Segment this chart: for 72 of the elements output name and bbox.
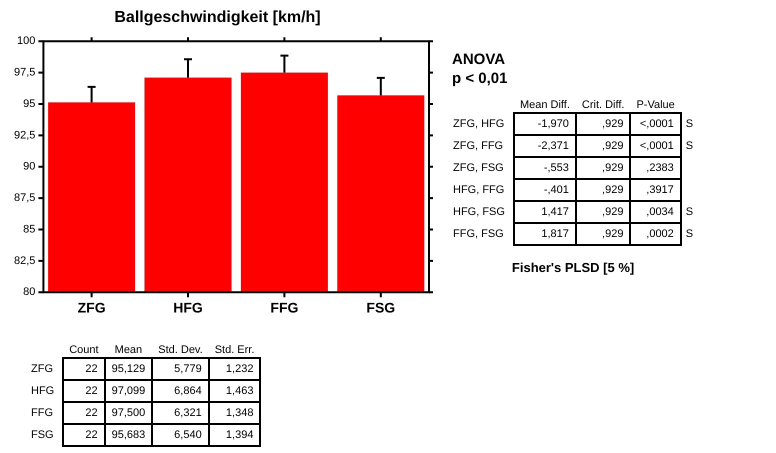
text: S <box>686 228 694 240</box>
text: 6,540 <box>174 429 202 441</box>
x-tick-label: Std. Dev. <box>157 343 204 358</box>
text: 6,864 <box>174 385 202 397</box>
y-tick-label: ZFG, FFG <box>452 139 504 154</box>
x-tick-label: P-Value <box>635 98 676 113</box>
x-tick-label: FSG <box>366 299 396 316</box>
text: 1,232 <box>226 363 254 375</box>
text: ,2383 <box>646 162 674 174</box>
text: 22 <box>85 385 98 397</box>
x-tick-label: Mean <box>114 343 144 358</box>
text: ,929 <box>602 184 624 196</box>
text: 1,417 <box>541 206 569 218</box>
text: 1,394 <box>226 429 254 441</box>
text: ,929 <box>602 206 624 218</box>
text: ,929 <box>602 140 624 152</box>
text: S <box>686 118 694 130</box>
text: -2,371 <box>538 140 569 152</box>
text: 6,321 <box>174 407 202 419</box>
y-tick-label: 87,5 <box>14 192 36 204</box>
x-tick-label: Std. Err. <box>214 343 256 358</box>
y-tick-label: 85 <box>23 223 36 236</box>
text: ,0034 <box>646 206 674 218</box>
y-tick-label: HFG, FFG <box>452 183 506 198</box>
y-tick-label: ZFG, HFG <box>452 117 506 132</box>
text: 22 <box>85 429 98 441</box>
text: ,929 <box>602 228 624 240</box>
text: <,0001 <box>640 140 674 152</box>
text: -,553 <box>544 162 569 174</box>
text: 97,500 <box>112 407 146 419</box>
text: 95,683 <box>112 429 146 441</box>
y-tick-label: ZFG <box>30 362 54 377</box>
text: 97,099 <box>112 385 146 397</box>
y-tick-label: 82,5 <box>14 254 36 267</box>
text: S <box>686 140 694 152</box>
text: 22 <box>85 407 98 419</box>
text: ,0002 <box>646 228 674 240</box>
chart-title: ANOVA <box>452 50 506 69</box>
y-tick-label: 97,5 <box>14 66 36 79</box>
text: 5,779 <box>174 363 202 375</box>
text: 1,348 <box>226 407 254 419</box>
y-tick-label: 90 <box>23 160 36 173</box>
y-tick-label: 92,5 <box>14 129 36 142</box>
x-tick-label: ZFG <box>78 299 106 316</box>
text: 1,817 <box>541 228 569 240</box>
text: -1,970 <box>538 118 569 130</box>
x-tick-label: Crit. Diff. <box>580 98 626 113</box>
x-tick-label: FFG <box>270 299 299 316</box>
x-tick-label: HFG <box>173 299 203 316</box>
y-tick-label: HFG <box>30 384 56 399</box>
text: 95,129 <box>112 363 146 375</box>
text: 22 <box>85 363 98 375</box>
text: S <box>686 206 694 218</box>
x-tick-label: Count <box>68 343 100 358</box>
chart-title: Ballgeschwindigkeit [km/h] <box>114 9 321 26</box>
text: ,3917 <box>646 184 674 196</box>
y-tick-label: HFG, FSG <box>452 205 506 220</box>
text: -,401 <box>544 184 569 196</box>
text: ,929 <box>602 162 624 174</box>
y-tick-label: 95 <box>23 98 36 110</box>
y-tick-label: 100 <box>17 35 36 48</box>
y-tick-label: FSG <box>30 428 55 443</box>
text: <,0001 <box>640 118 674 130</box>
y-tick-label: ZFG, FSG <box>452 161 505 176</box>
y-tick-label: 80 <box>23 286 36 298</box>
chart-subtitle: p < 0,01 <box>452 69 508 88</box>
text: 1,463 <box>226 385 254 397</box>
text: Fisher's PLSD [5 %] <box>510 260 636 275</box>
y-tick-label: FFG, FSG <box>452 227 505 242</box>
text: ,929 <box>602 118 624 130</box>
x-tick-label: Mean Diff. <box>518 98 571 113</box>
y-tick-label: FFG <box>30 406 54 421</box>
